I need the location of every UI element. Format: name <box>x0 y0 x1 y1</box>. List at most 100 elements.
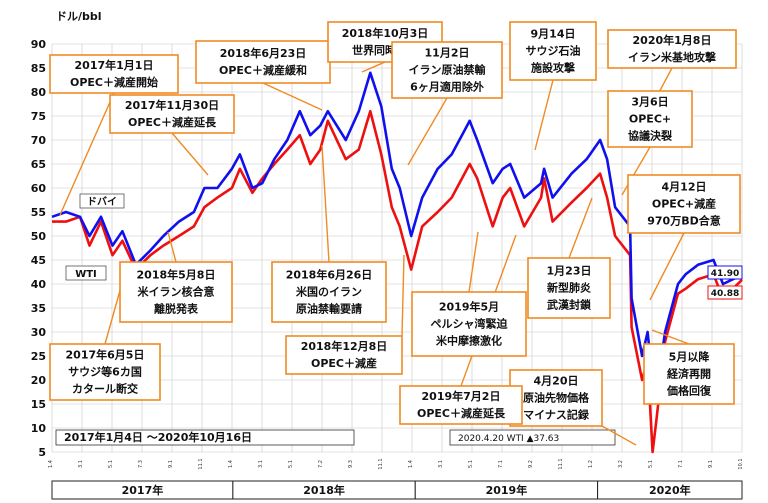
annotation-text: 施設攻撃 <box>531 61 575 75</box>
annotation-box <box>49 54 179 94</box>
y-tick-label: 70 <box>31 134 47 147</box>
end-value-label: 41.90 <box>711 269 739 279</box>
y-tick-label: 30 <box>31 326 47 339</box>
annotation-text: 経済再開 <box>667 367 711 381</box>
annotation-leader <box>651 329 690 345</box>
annotation-box <box>49 343 161 401</box>
annotation-text: 2020年1月8日 <box>633 33 712 47</box>
annotation-text: 2019年5月 <box>439 300 499 314</box>
x-tick-label: 3.2 <box>618 460 624 468</box>
x-tick-label: 7.1 <box>498 460 504 468</box>
y-tick-label: 35 <box>31 302 46 315</box>
annotation-text: 2019年7月2日 <box>422 389 501 403</box>
low-note: 2020.4.20 WTI ▲37.63 <box>458 434 559 444</box>
x-tick-label: 9.1 <box>168 460 174 468</box>
x-tick-label: 5.1 <box>468 460 474 468</box>
x-tick-label: 11.1 <box>198 458 204 469</box>
annotation-text: 1月23日 <box>547 265 592 278</box>
annotation-text: イラン原油禁輸 <box>409 63 487 77</box>
x-tick-label: 9.2 <box>528 460 534 468</box>
annotation-text: サウジ等6カ国 <box>68 365 142 379</box>
annotation-text: 米中摩擦激化 <box>435 334 502 348</box>
y-tick-label: 15 <box>31 398 46 411</box>
y-tick-label: 55 <box>31 206 46 219</box>
end-value-box <box>707 285 743 300</box>
x-axis-ticks: 1.4 3.1 5.1 7.3 9.1 11.1 1.4 3.1 5.1 7.2 9.3 11.1 1.… <box>48 458 744 469</box>
y-tick-label: 65 <box>31 158 46 171</box>
annotation-box <box>391 41 503 99</box>
annotation-box <box>527 257 611 319</box>
annotation-text: 原油先物価格 <box>523 391 590 405</box>
annotation-box <box>119 261 233 323</box>
annotation-text: OPEC+ <box>629 113 671 126</box>
annotation-text: 2018年5月8日 <box>137 268 216 282</box>
x-tick-label: 11.1 <box>558 458 564 469</box>
annotation-leader <box>601 425 637 446</box>
x-tick-label: 10.1 <box>738 458 744 469</box>
y-tick-label: 90 <box>31 38 47 51</box>
y-tick-label: 80 <box>31 86 47 99</box>
annotation-text: 9月14日 <box>531 28 576 41</box>
y-tick-label: 40 <box>31 278 47 291</box>
low-note-box <box>449 429 616 446</box>
x-tick-label: 5.1 <box>288 460 294 468</box>
annotation-text: 11月2日 <box>425 47 470 60</box>
annotation-box <box>285 335 403 375</box>
x-tick-label: 7.2 <box>318 460 324 468</box>
date-range-box <box>55 429 355 446</box>
annotation-text: OPEC＋減産延長 <box>128 115 217 129</box>
annotation-text: OPEC＋減産 <box>311 356 377 370</box>
annotation-box <box>195 40 331 84</box>
x-tick-label: 9.1 <box>708 460 714 468</box>
annotation-text: 2017年1月1日 <box>75 58 154 72</box>
annotation-text: 2018年6月23日 <box>220 46 307 60</box>
annotation-leader <box>171 132 209 176</box>
annotation-leader <box>401 254 405 337</box>
annotation-text: 3月6日 <box>631 96 668 109</box>
x-tick-label: 1.4 <box>48 460 54 468</box>
annotation-text: カタール断交 <box>72 382 138 396</box>
annotation-text: 5月以降 <box>669 350 711 364</box>
annotation-leader <box>361 61 386 73</box>
annotation-box <box>411 291 527 357</box>
annotation-box <box>109 94 235 134</box>
annotation-text: 米国のイラン <box>295 285 362 299</box>
annotation-text: 原油禁輸要請 <box>296 302 362 316</box>
annotation-text: 武漢封鎖 <box>547 298 592 312</box>
series-line <box>51 71 743 391</box>
annotation-text: 新型肺炎 <box>547 281 591 295</box>
annotation-text: 2018年10月3日 <box>342 26 429 40</box>
annotation-leader <box>534 79 554 151</box>
year-label: 2018年 <box>303 483 345 497</box>
series-labels: ドバイ WTI 41.90 40.88 <box>65 193 743 300</box>
end-value-box <box>707 265 743 280</box>
y-tick-label: 5 <box>38 446 46 459</box>
x-tick-label: 1.2 <box>588 460 594 468</box>
annotation-text: ペルシャ湾緊迫 <box>431 317 509 331</box>
y-tick-label: 85 <box>31 62 46 75</box>
annotation-text: OPEC+減産 <box>652 197 716 211</box>
annotation-text: 2018年6月26日 <box>286 268 373 282</box>
annotation-leader <box>568 197 593 259</box>
annotation-text: サウジ石油 <box>526 44 581 58</box>
x-tick-label: 9.3 <box>348 460 354 468</box>
x-tick-label: 3.1 <box>438 460 444 468</box>
annotation-text: 米イラン核合意 <box>137 285 215 299</box>
x-tick-label: 3.1 <box>258 460 264 468</box>
annotation-box <box>643 343 735 405</box>
x-tick-label: 1.4 <box>228 460 234 468</box>
annotation-text: 離脱発表 <box>154 302 199 316</box>
end-value-label: 40.88 <box>711 289 739 299</box>
annotation-text: OPEC＋減産開始 <box>70 75 158 89</box>
x-tick-label: 1.4 <box>408 460 414 468</box>
y-tick-label: 60 <box>31 182 47 195</box>
annotation-text: マイナス記録 <box>523 408 590 422</box>
annotation-leader <box>59 92 115 216</box>
series-name-box <box>79 193 125 209</box>
annotation-text: 価格回復 <box>666 384 712 398</box>
annotation-box <box>399 385 523 425</box>
year-label: 2017年 <box>122 483 164 497</box>
annotation-text: 2017年6月5日 <box>66 348 145 362</box>
y-tick-label: 45 <box>31 254 46 267</box>
annotations: 2017年1月1日 OPEC＋減産開始 2018年6月23日 OPEC＋減産緩和 201… <box>49 21 741 427</box>
